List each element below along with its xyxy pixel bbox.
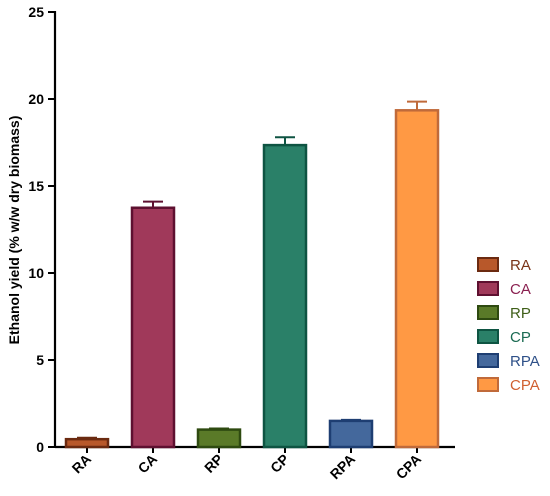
legend-label: CA xyxy=(510,281,531,298)
x-axis: RA CA RP CP RPA CPA xyxy=(55,445,455,482)
legend-swatch xyxy=(477,305,499,320)
legend-label: RP xyxy=(510,305,531,322)
bars xyxy=(64,100,440,449)
y-axis-title: Ethanol yield (% w/w dry biomass) xyxy=(6,116,22,345)
bar-cpa xyxy=(394,109,440,449)
y-tick-label: 10 xyxy=(28,265,44,281)
bar-ca xyxy=(130,206,176,449)
bar-ra xyxy=(64,437,110,449)
x-tick-label: RPA xyxy=(327,451,358,482)
bar-rp xyxy=(196,428,242,449)
legend-swatch xyxy=(477,281,499,296)
legend-label: CPA xyxy=(510,377,540,394)
x-tick-label: CPA xyxy=(393,451,424,482)
bar-rpa xyxy=(328,419,374,449)
x-tick-label: RP xyxy=(201,451,226,476)
legend-swatch xyxy=(477,329,499,344)
y-tick-label: 0 xyxy=(36,439,44,455)
x-tick-label: CP xyxy=(267,451,292,476)
x-tick-label: CA xyxy=(134,451,160,477)
legend-swatch xyxy=(477,353,499,368)
y-tick-label: 25 xyxy=(28,4,44,20)
legend-label: RA xyxy=(510,257,531,274)
y-tick-label: 5 xyxy=(36,352,44,368)
x-tick-label: RA xyxy=(68,451,94,477)
legend-label: CP xyxy=(510,329,531,346)
legend-label: RPA xyxy=(510,353,540,370)
y-axis: 0 5 10 15 20 25 xyxy=(28,4,57,455)
y-tick-label: 20 xyxy=(28,91,44,107)
bar-cp xyxy=(262,143,308,449)
legend: RA CA RP CP RPA CPA xyxy=(477,257,540,394)
legend-swatch xyxy=(477,257,499,272)
y-tick-label: 15 xyxy=(28,178,44,194)
legend-swatch xyxy=(477,377,499,392)
